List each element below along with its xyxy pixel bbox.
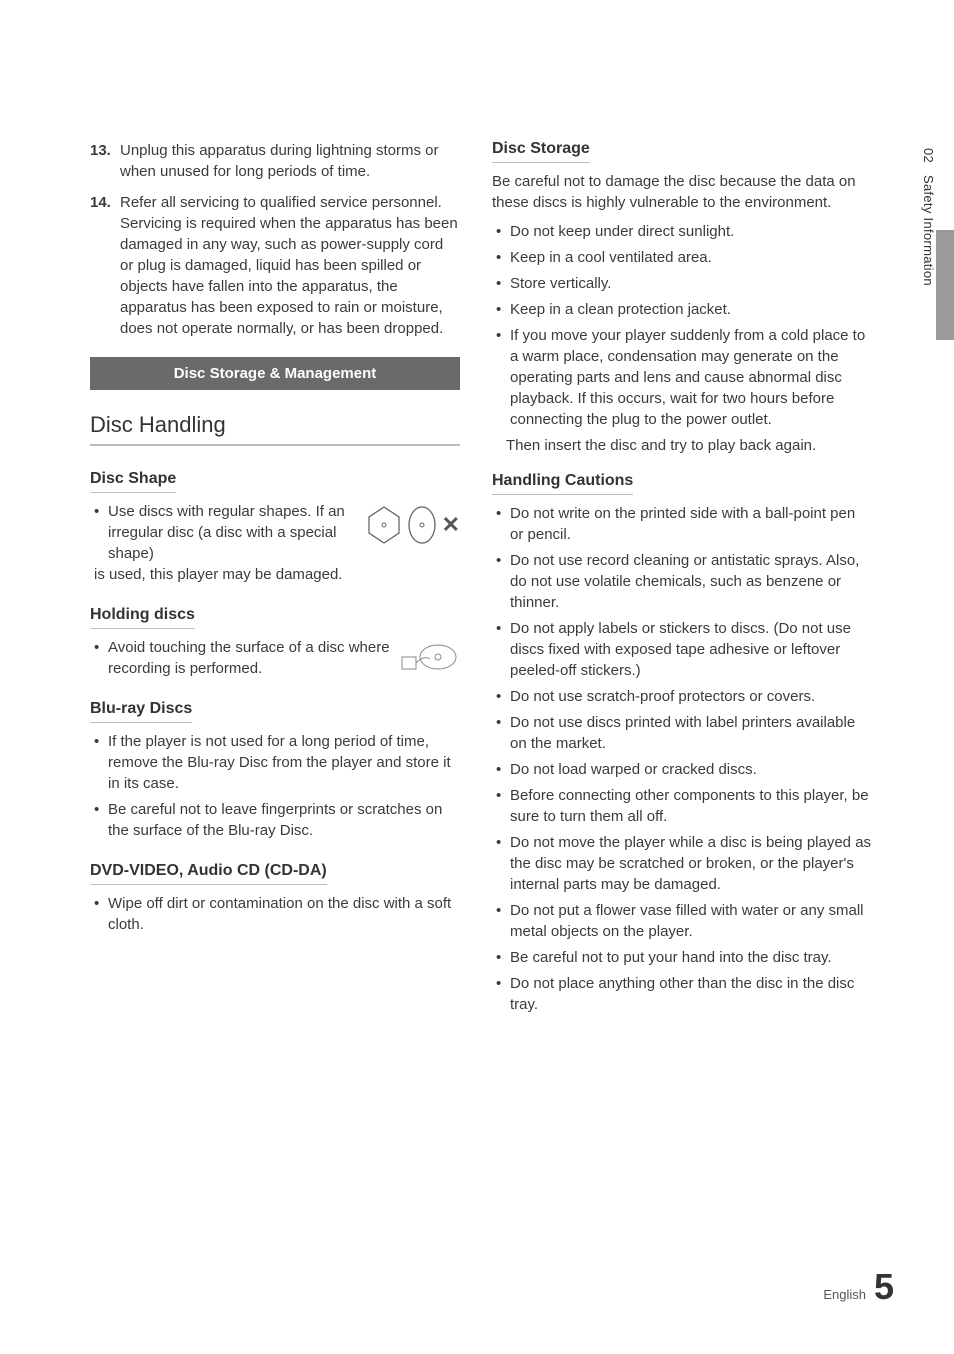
list-item: Do not load warped or cracked discs. xyxy=(496,759,872,780)
bluray-heading: Blu-ray Discs xyxy=(90,700,192,723)
item-number: 13. xyxy=(90,140,120,182)
bluray-list: If the player is not used for a long per… xyxy=(90,731,460,841)
list-item: Do not use record cleaning or antistatic… xyxy=(496,550,872,613)
shape-text-b: is used, this player may be damaged. xyxy=(94,566,342,583)
holding-list: Avoid touching the surface of a disc whe… xyxy=(90,637,390,684)
numbered-item: 13. Unplug this apparatus during lightni… xyxy=(90,140,460,182)
item-text: Unplug this apparatus during lightning s… xyxy=(120,140,460,182)
cautions-heading: Handling Cautions xyxy=(492,472,633,495)
storage-list: Do not keep under direct sunlight. Keep … xyxy=(492,221,872,430)
thumb-index-block xyxy=(936,230,954,340)
list-item: If the player is not used for a long per… xyxy=(94,731,460,794)
right-column: Disc Storage Be careful not to damage th… xyxy=(492,140,872,1020)
shape-icons: ✕ xyxy=(366,501,460,545)
numbered-list: 13. Unplug this apparatus during lightni… xyxy=(90,140,460,339)
two-column-layout: 13. Unplug this apparatus during lightni… xyxy=(90,140,904,1020)
shape-text-a: Use discs with regular shapes. If an irr… xyxy=(108,503,345,562)
disc-shape-list: Use discs with regular shapes. If an irr… xyxy=(90,501,356,590)
disc-handling-heading: Disc Handling xyxy=(90,412,460,446)
section-label: Safety Information xyxy=(921,175,936,286)
list-item: Before connecting other components to th… xyxy=(496,785,872,827)
list-item: Do not keep under direct sunlight. xyxy=(496,221,872,242)
disc-shape-heading: Disc Shape xyxy=(90,470,176,493)
numbered-item: 14. Refer all servicing to qualified ser… xyxy=(90,192,460,339)
list-item: Be careful not to put your hand into the… xyxy=(496,947,872,968)
x-icon: ✕ xyxy=(442,512,460,538)
list-item: Keep in a clean protection jacket. xyxy=(496,299,872,320)
storage-then-line: Then insert the disc and try to play bac… xyxy=(492,435,872,456)
left-column: 13. Unplug this apparatus during lightni… xyxy=(90,140,460,1020)
item-text: Refer all servicing to qualified service… xyxy=(120,192,460,339)
list-item: Wipe off dirt or contamination on the di… xyxy=(94,893,460,935)
list-item: Use discs with regular shapes. If an irr… xyxy=(94,501,356,585)
cautions-list: Do not write on the printed side with a … xyxy=(492,503,872,1015)
section-band: Disc Storage & Management xyxy=(90,357,460,390)
section-number: 02 xyxy=(921,148,936,163)
holding-discs-heading: Holding discs xyxy=(90,606,195,629)
storage-intro: Be careful not to damage the disc becaus… xyxy=(492,171,872,213)
list-item: Do not write on the printed side with a … xyxy=(496,503,872,545)
list-item: Do not move the player while a disc is b… xyxy=(496,832,872,895)
list-item: Do not use scratch-proof protectors or c… xyxy=(496,686,872,707)
list-item: If you move your player suddenly from a … xyxy=(496,325,872,430)
holding-row: Avoid touching the surface of a disc whe… xyxy=(90,637,460,684)
disc-storage-heading: Disc Storage xyxy=(492,140,590,163)
list-item: Avoid touching the surface of a disc whe… xyxy=(94,637,390,679)
page-footer: English 5 xyxy=(823,1266,894,1308)
dvd-heading: DVD-VIDEO, Audio CD (CD-DA) xyxy=(90,862,327,885)
list-item: Do not apply labels or stickers to discs… xyxy=(496,618,872,681)
oval-disc-icon xyxy=(406,505,438,545)
list-item: Do not use discs printed with label prin… xyxy=(496,712,872,754)
item-number: 14. xyxy=(90,192,120,339)
list-item: Be careful not to leave fingerprints or … xyxy=(94,799,460,841)
page-number: 5 xyxy=(874,1266,894,1308)
disc-shape-row: Use discs with regular shapes. If an irr… xyxy=(90,501,460,590)
list-item: Do not place anything other than the dis… xyxy=(496,973,872,1015)
hexagon-disc-icon xyxy=(366,505,402,545)
list-item: Do not put a flower vase filled with wat… xyxy=(496,900,872,942)
list-item: Keep in a cool ventilated area. xyxy=(496,247,872,268)
dvd-list: Wipe off dirt or contamination on the di… xyxy=(90,893,460,935)
hand-holding-disc-icon xyxy=(400,637,460,673)
footer-language: English xyxy=(823,1287,866,1302)
list-item: Store vertically. xyxy=(496,273,872,294)
manual-page: 02 Safety Information 13. Unplug this ap… xyxy=(0,0,954,1354)
side-tab: 02 Safety Information xyxy=(921,148,936,286)
